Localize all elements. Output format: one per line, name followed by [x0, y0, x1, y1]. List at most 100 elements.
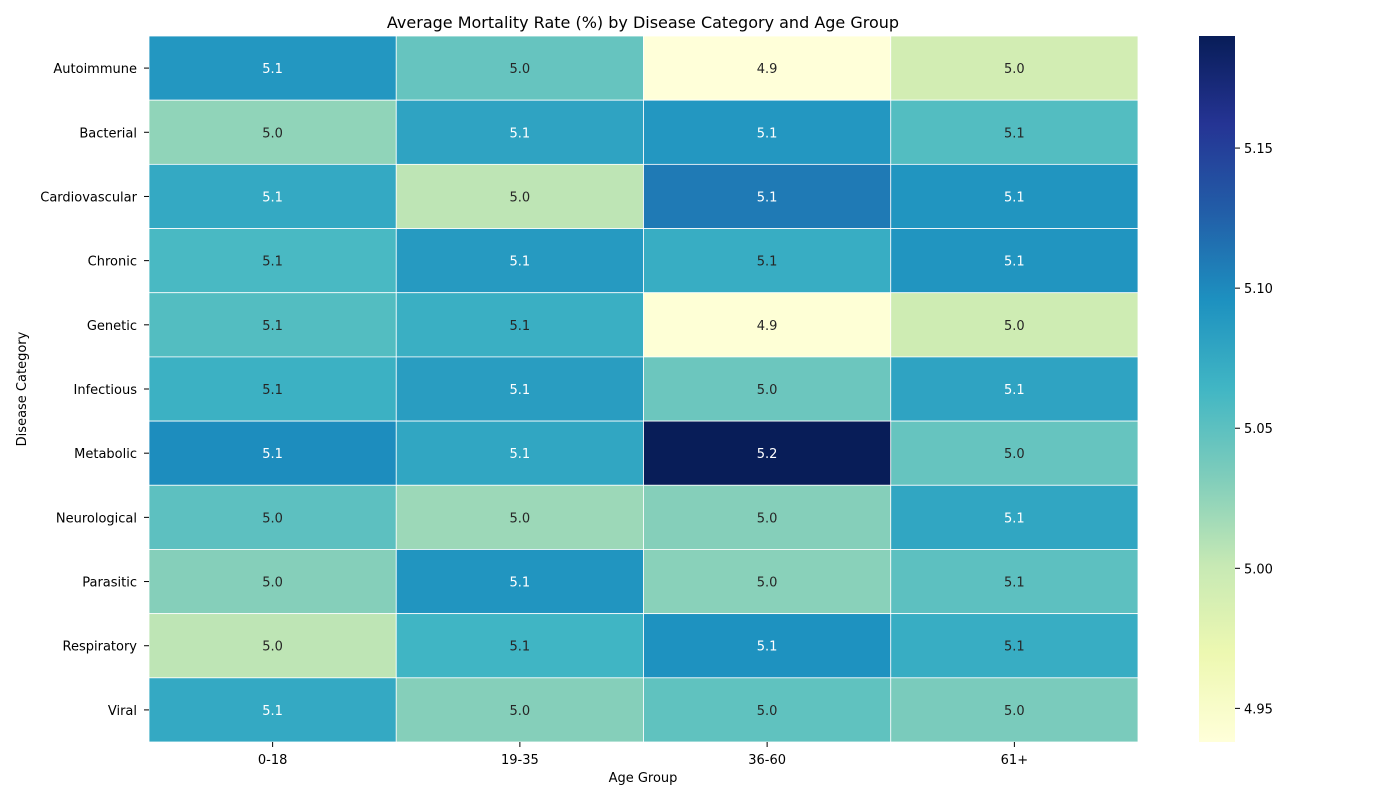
x-tick-label: 0-18: [258, 753, 288, 768]
cell-value-label: 5.0: [510, 190, 531, 205]
cell-value-label: 5.1: [1004, 126, 1025, 141]
x-tick-label: 19-35: [501, 753, 539, 768]
heatmap-cell: [890, 163, 1139, 229]
heatmap-cell: [890, 292, 1139, 358]
cell-value-label: 5.0: [510, 511, 531, 526]
colorbar-tick-label: 5.15: [1244, 142, 1273, 157]
heatmap-cell: [643, 356, 892, 422]
cell-value-label: 5.0: [757, 576, 778, 591]
cell-value-label: 5.1: [262, 190, 283, 205]
y-tick-label: Viral: [108, 704, 137, 719]
heatmap-cell: [643, 292, 892, 358]
cell-value-label: 5.0: [510, 62, 531, 77]
cell-value-label: 5.1: [757, 255, 778, 270]
y-axis-label: Disease Category: [15, 331, 30, 446]
cell-value-label: 5.0: [757, 704, 778, 719]
heatmap-cell: [148, 613, 397, 679]
cell-value-label: 5.1: [1004, 383, 1025, 398]
cell-value-label: 5.1: [262, 319, 283, 334]
cell-value-label: 5.1: [1004, 511, 1025, 526]
heatmap-cell: [148, 292, 397, 358]
heatmap-cell: [395, 613, 644, 679]
cell-value-label: 5.1: [1004, 255, 1025, 270]
heatmap-cell: [890, 356, 1139, 422]
heatmap-cell: [395, 356, 644, 422]
heatmap-cell: [643, 613, 892, 679]
cell-value-label: 5.2: [757, 447, 778, 462]
heatmap-cell: [395, 99, 644, 165]
heatmap-cell: [890, 228, 1139, 294]
cell-value-label: 5.0: [262, 640, 283, 655]
y-tick-label: Cardiovascular: [40, 190, 137, 205]
heatmap-cell: [395, 35, 644, 101]
cell-value-label: 5.0: [1004, 62, 1025, 77]
heatmap-cell: [643, 420, 892, 486]
cell-value-label: 5.1: [1004, 190, 1025, 205]
colorbar: [1199, 36, 1235, 742]
colorbar-tick-label: 5.00: [1244, 562, 1273, 577]
cell-value-label: 5.1: [510, 255, 531, 270]
chart-title: Average Mortality Rate (%) by Disease Ca…: [387, 13, 899, 32]
cell-value-label: 4.9: [757, 319, 778, 334]
heatmap-cell: [395, 228, 644, 294]
cell-value-label: 5.1: [510, 447, 531, 462]
heatmap-cell: [890, 549, 1139, 615]
colorbar-ticks: 4.95 5.00 5.05 5.10 5.15: [1235, 142, 1273, 717]
x-axis: 0-18 19-35 36-60 61+: [258, 742, 1028, 768]
cell-value-label: 5.1: [262, 383, 283, 398]
y-tick-label: Respiratory: [63, 640, 138, 655]
y-tick-label: Parasitic: [82, 576, 137, 591]
heatmap-cell: [148, 356, 397, 422]
cell-value-label: 5.1: [1004, 640, 1025, 655]
y-tick-label: Infectious: [74, 383, 138, 398]
colorbar-tick-label: 5.10: [1244, 282, 1273, 297]
heatmap-cell: [148, 228, 397, 294]
cell-value-label: 5.1: [510, 576, 531, 591]
x-tick-label: 36-60: [748, 753, 786, 768]
y-tick-label: Bacterial: [79, 126, 137, 141]
cell-value-label: 5.1: [510, 126, 531, 141]
heatmap-cell: [890, 613, 1139, 679]
cell-value-label: 5.0: [262, 576, 283, 591]
colorbar-tick-label: 4.95: [1244, 702, 1273, 717]
cell-value-label: 5.0: [1004, 704, 1025, 719]
heatmap-cell: [890, 35, 1139, 101]
cell-value-label: 4.9: [757, 62, 778, 77]
y-tick-label: Metabolic: [74, 447, 137, 462]
heatmap-cell: [148, 420, 397, 486]
heatmap-cell: [643, 549, 892, 615]
heatmap-cell: [890, 99, 1139, 165]
y-tick-label: Chronic: [88, 255, 137, 270]
cell-value-label: 5.0: [262, 511, 283, 526]
x-tick-label: 61+: [1001, 753, 1028, 768]
heatmap-cell: [643, 228, 892, 294]
cell-value-label: 5.1: [262, 62, 283, 77]
colorbar-tick-label: 5.05: [1244, 422, 1273, 437]
heatmap-cell: [643, 35, 892, 101]
heatmap-cell: [395, 292, 644, 358]
cell-value-label: 5.0: [262, 126, 283, 141]
y-tick-label: Neurological: [56, 511, 137, 526]
cell-value-label: 5.0: [510, 704, 531, 719]
heatmap-cells: 5.1 5.0 4.9 5.0 5.0 5.1 5.1 5.1 5.1 5.0 5.1 5.1 5.1 5…: [148, 35, 1139, 743]
heatmap-cell: [148, 484, 397, 550]
heatmap-cell: [890, 420, 1139, 486]
y-axis: Autoimmune Bacterial Cardiovascular Chronic…: [40, 62, 149, 719]
cell-value-label: 5.1: [262, 704, 283, 719]
heatmap-cell: [148, 99, 397, 165]
heatmap-cell: [395, 163, 644, 229]
y-tick-label: Autoimmune: [53, 62, 137, 77]
cell-value-label: 5.1: [757, 190, 778, 205]
x-axis-label: Age Group: [609, 771, 678, 786]
cell-value-label: 5.1: [262, 255, 283, 270]
cell-value-label: 5.1: [757, 640, 778, 655]
cell-value-label: 5.0: [757, 383, 778, 398]
heatmap-cell: [395, 677, 644, 743]
heatmap-cell: [643, 484, 892, 550]
cell-value-label: 5.1: [510, 640, 531, 655]
cell-value-label: 5.1: [510, 383, 531, 398]
cell-value-label: 5.1: [757, 126, 778, 141]
cell-value-label: 5.1: [1004, 576, 1025, 591]
heatmap-cell: [643, 677, 892, 743]
